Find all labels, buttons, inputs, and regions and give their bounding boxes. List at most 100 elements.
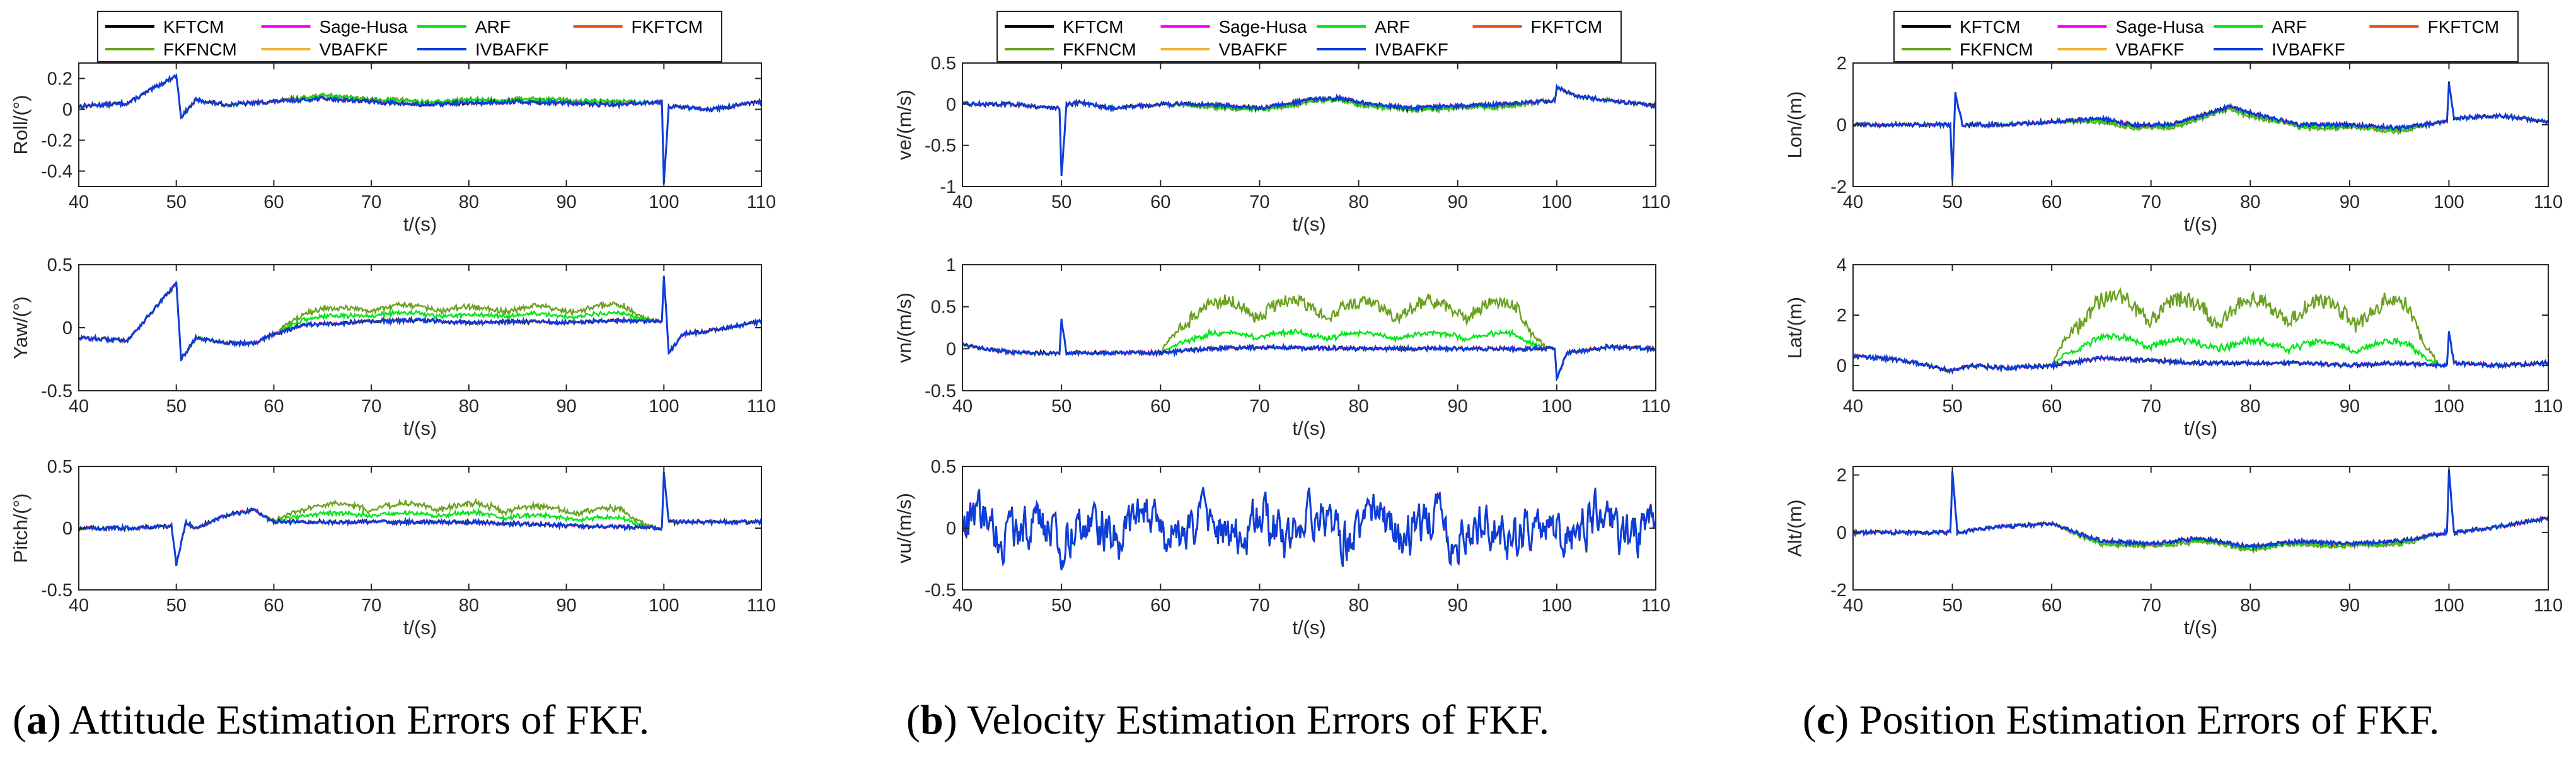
x-tick-label: 60 (2042, 192, 2062, 212)
x-tick-label: 60 (263, 396, 284, 417)
x-tick-label: 70 (1249, 192, 1269, 212)
axes-box (1852, 466, 2549, 591)
legend-label-vbafkf: VBAFKF (1219, 40, 1288, 59)
chart-panel-c2: 40 50 60 70 80 90 100 110 t/(s) 0 2 4 Lat/(m) (1784, 255, 2563, 439)
chart-panel-a3: 40 50 60 70 80 90 100 110 t/(s) -0.5 0 0.5 Pitch/(°) (9, 457, 776, 638)
legend-label-vbafkf: VBAFKF (2116, 40, 2185, 59)
series-ivbafkf-b3 (962, 487, 1656, 570)
chart-panel-a2: 40 50 60 70 80 90 100 110 t/(s) -0.5 0 0.5 Yaw/(°) (9, 255, 776, 439)
x-tick-label: 60 (263, 192, 284, 212)
x-tick-label: 80 (2240, 192, 2260, 212)
x-tick-label: 100 (1542, 396, 1572, 417)
y-tick-label: 2 (1837, 466, 1847, 486)
legend-label-kftcm: KFTCM (163, 17, 224, 37)
series-vbafkf-a1 (79, 72, 761, 184)
x-tick-label: 90 (556, 192, 576, 212)
x-tick-label: 90 (1448, 192, 1468, 212)
x-tick-label: 40 (1843, 396, 1863, 417)
legend-label-ivbafkf: IVBAFKF (475, 40, 549, 59)
y-tick-label: -0.5 (41, 381, 72, 401)
x-tick-label: 80 (2240, 396, 2260, 417)
series-sage-husa-a3 (79, 473, 761, 566)
x-tick-label: 100 (649, 192, 679, 212)
x-tick-label: 50 (1051, 396, 1071, 417)
y-tick-label: 0 (62, 100, 72, 120)
x-tick-label: 100 (649, 396, 679, 417)
y-tick-label: -0.4 (41, 162, 72, 182)
x-tick-label: 50 (1051, 192, 1071, 212)
series-sage-husa-a1 (79, 73, 761, 183)
legend-b: KFTCM Sage-Husa ARF FKFTCM FKFNCM VBAFKF IVBAF… (996, 11, 1622, 62)
x-tick-label: 90 (2340, 596, 2360, 616)
x-tick-label: 80 (1348, 192, 1368, 212)
y-tick-label: 0 (1837, 356, 1847, 376)
chart-panel-a1: 40 50 60 70 80 90 100 110 t/(s) -0.4 -0.2 0 0.2 Roll/… (9, 62, 776, 235)
caption-a: (a) Attitude Estimation Errors of FKF. (13, 697, 650, 743)
y-tick-label: 0 (1837, 523, 1847, 543)
y-tick-label: 0.5 (931, 297, 956, 318)
x-tick-label: 60 (1150, 192, 1170, 212)
y-tick-label: 0 (1837, 115, 1847, 136)
legend-label-vbafkf: VBAFKF (320, 40, 388, 59)
x-tick-label: 40 (952, 596, 973, 616)
series-fkftcm-a1 (79, 74, 761, 183)
series-vbafkf-a3 (79, 472, 761, 566)
series-ivbafkf-b2 (962, 318, 1656, 381)
x-axis-label: t/(s) (1292, 616, 1326, 638)
y-tick-label: -2 (1830, 580, 1847, 601)
x-tick-label: 40 (69, 596, 89, 616)
x-tick-label: 100 (1542, 596, 1572, 616)
x-tick-label: 70 (1249, 596, 1269, 616)
y-tick-label: 0 (946, 519, 956, 539)
x-tick-label: 90 (2340, 396, 2360, 417)
series-fkftcm-c3 (1853, 470, 2548, 550)
chart-panel-b3: 40 50 60 70 80 90 100 110 t/(s) -0.5 0 0.5 vu/(m/s) (893, 457, 1670, 638)
x-tick-label: 70 (2141, 192, 2161, 212)
x-tick-label: 70 (361, 596, 381, 616)
x-axis-label: t/(s) (403, 417, 437, 439)
x-tick-label: 60 (2042, 396, 2062, 417)
series-vbafkf-c1 (1853, 82, 2548, 180)
x-tick-label: 40 (952, 396, 973, 417)
x-tick-label: 90 (556, 396, 576, 417)
x-tick-label: 70 (1249, 396, 1269, 417)
legend-label-fkftcm: FKFTCM (632, 17, 703, 37)
x-tick-label: 110 (2534, 192, 2563, 212)
legend-label-fkftcm: FKFTCM (1531, 17, 1603, 37)
x-tick-label: 80 (459, 596, 479, 616)
series-kftcm-c1 (1853, 81, 2548, 181)
x-tick-label: 70 (2141, 396, 2161, 417)
x-tick-label: 110 (747, 396, 776, 417)
axes-box (1852, 264, 2549, 391)
x-tick-label: 50 (166, 596, 187, 616)
legend-label-ivbafkf: IVBAFKF (1375, 40, 1448, 59)
series-fkfncm-a3 (79, 472, 761, 565)
x-tick-label: 80 (459, 396, 479, 417)
series-fkfncm-c1 (1853, 81, 2548, 181)
y-tick-label: -2 (1830, 177, 1847, 197)
y-axis-label: Alt/(m) (1784, 499, 1806, 557)
y-tick-label: 0.2 (47, 69, 72, 89)
legend-label-fkfncm: FKFNCM (163, 40, 237, 59)
y-tick-label: 0.5 (931, 457, 956, 477)
legend-label-ivbafkf: IVBAFKF (2272, 40, 2345, 59)
x-tick-label: 100 (2434, 396, 2464, 417)
series-sage-husa-c1 (1853, 82, 2548, 180)
series-ivbafkf-a2 (79, 275, 761, 361)
x-tick-label: 90 (1448, 596, 1468, 616)
series-ivbafkf-a1 (79, 73, 761, 183)
y-tick-label: 2 (1837, 306, 1847, 326)
x-tick-label: 100 (1542, 192, 1572, 212)
chart-panel-b2: 40 50 60 70 80 90 100 110 t/(s) -0.5 0 0.5 1 vn/(m/s) (893, 255, 1670, 439)
legend-label-kftcm: KFTCM (1063, 17, 1123, 37)
x-tick-label: 110 (747, 596, 776, 616)
x-tick-label: 80 (459, 192, 479, 212)
y-axis-label: ve/(m/s) (893, 89, 915, 160)
x-tick-label: 50 (1942, 596, 1962, 616)
legend-label-fkftcm: FKFTCM (2428, 17, 2500, 37)
legend-label-arf: ARF (1375, 17, 1410, 37)
y-tick-label: 0 (946, 339, 956, 359)
series-kftcm-a3 (79, 472, 761, 565)
legend-label-arf: ARF (475, 17, 511, 37)
y-tick-label: 2 (1837, 54, 1847, 74)
